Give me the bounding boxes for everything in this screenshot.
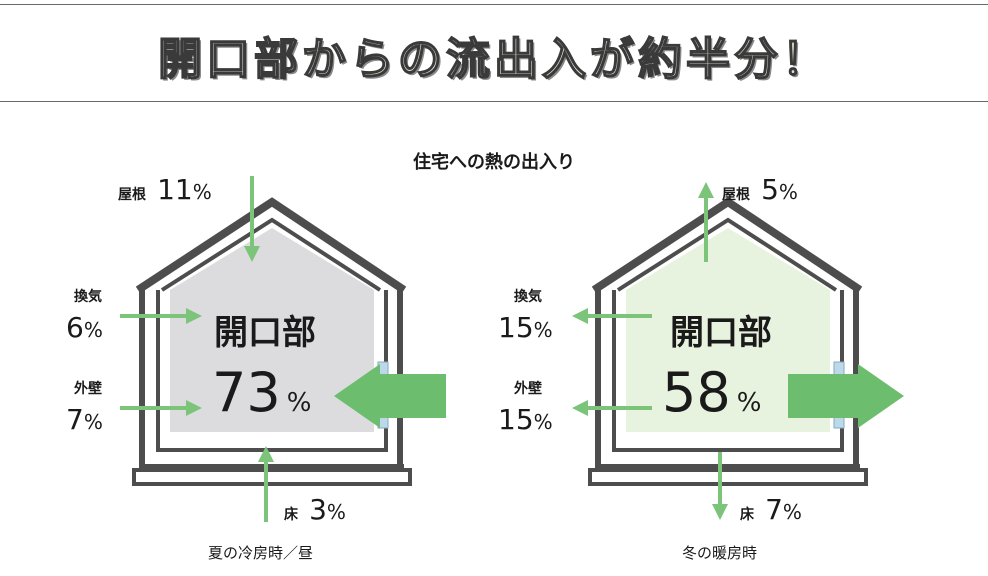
summer-ventilation-name: 換気 xyxy=(74,289,102,305)
winter-floor-label: 床 7% xyxy=(740,496,802,524)
winter-ventilation-name: 換気 xyxy=(514,289,542,305)
summer-roof-unit: % xyxy=(192,180,212,204)
winter-opening-unit: % xyxy=(736,388,762,418)
winter-opening-arrow xyxy=(788,364,904,428)
winter-wall-unit: % xyxy=(533,410,553,434)
summer-floor-name: 床 xyxy=(284,507,298,523)
winter-floor-name: 床 xyxy=(740,507,754,523)
summer-floor-unit: % xyxy=(326,500,346,524)
winter-interior-fill xyxy=(626,228,830,432)
summer-ventilation-value-group: 6% xyxy=(66,314,103,342)
summer-ventilation-value: 6 xyxy=(66,311,84,344)
winter-wall-name: 外壁 xyxy=(514,381,542,397)
summer-wall-value-group: 7% xyxy=(66,406,103,434)
summer-caption: 夏の冷房時／昼 xyxy=(208,544,314,562)
summer-opening-value: 73 xyxy=(212,361,281,424)
winter-wall-value: 15 xyxy=(498,403,534,436)
summer-roof-outer xyxy=(135,197,407,294)
summer-floor-value: 3 xyxy=(309,493,327,526)
winter-roof-name: 屋根 xyxy=(722,187,750,203)
summer-wall-name: 外壁 xyxy=(74,381,102,397)
winter-caption: 冬の暖房時 xyxy=(682,544,758,562)
winter-roof-inner xyxy=(616,217,838,292)
winter-floor-value: 7 xyxy=(765,493,783,526)
summer-opening-name: 開口部 xyxy=(214,313,316,353)
winter-ventilation-value-group: 15% xyxy=(498,314,553,342)
title-banner: 開口部からの流出入が約半分！ xyxy=(0,4,988,102)
summer-floor-label: 床 3% xyxy=(284,496,346,524)
summer-ventilation-unit: % xyxy=(83,318,103,342)
summer-roof-inner xyxy=(160,217,382,292)
winter-ventilation-unit: % xyxy=(533,318,553,342)
winter-ventilation-value: 15 xyxy=(498,311,534,344)
winter-wall-value-group: 15% xyxy=(498,406,553,434)
summer-roof-name: 屋根 xyxy=(118,187,146,203)
summer-opening-unit: % xyxy=(286,388,312,418)
winter-floor-unit: % xyxy=(782,500,802,524)
winter-opening-name: 開口部 xyxy=(670,313,772,353)
page-title: 開口部からの流出入が約半分！ xyxy=(157,33,830,86)
summer-roof-value: 11 xyxy=(157,173,193,206)
summer-house xyxy=(132,197,412,486)
winter-house xyxy=(588,197,868,486)
summer-wall-unit: % xyxy=(83,410,103,434)
summer-opening-arrow xyxy=(334,364,446,428)
winter-opening-value-group: 58% xyxy=(662,366,761,420)
winter-roof-outer xyxy=(591,197,863,294)
summer-foundation xyxy=(132,468,412,486)
summer-interior-fill xyxy=(170,228,374,432)
winter-roof-label: 屋根 5% xyxy=(722,176,798,204)
winter-opening-value: 58 xyxy=(662,361,731,424)
winter-roof-unit: % xyxy=(778,180,798,204)
diagram-subtitle: 住宅への熱の出入り xyxy=(413,152,575,173)
summer-roof-label: 屋根 11% xyxy=(118,176,212,204)
winter-roof-value: 5 xyxy=(761,173,779,206)
summer-opening-value-group: 73% xyxy=(212,366,311,420)
winter-foundation xyxy=(588,468,868,486)
summer-wall-value: 7 xyxy=(66,403,84,436)
